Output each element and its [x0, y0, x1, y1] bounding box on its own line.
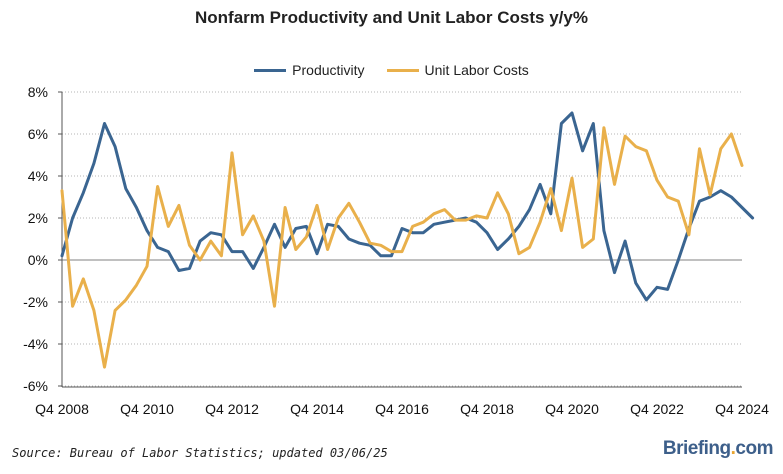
productivity-line: [60, 111, 755, 302]
x-tick-label: Q4 2012: [205, 401, 259, 417]
legend-swatch-productivity: [254, 68, 287, 72]
legend-item-productivity: Productivity: [254, 62, 365, 78]
x-tick-label: Q4 2020: [545, 401, 599, 417]
y-tick-label: -6%: [23, 378, 48, 394]
y-tick-label: 8%: [28, 84, 48, 100]
x-tick-label: Q4 2014: [290, 401, 344, 417]
unit-labor-costs-line: [60, 126, 744, 369]
x-tick-label: Q4 2018: [460, 401, 514, 417]
x-tick-label: Q4 2024: [715, 401, 769, 417]
x-tick-label: Q4 2022: [630, 401, 684, 417]
chart-legend: Productivity Unit Labor Costs: [0, 62, 783, 78]
y-tick-label: 6%: [28, 126, 48, 142]
y-tick-label: -4%: [23, 336, 48, 352]
y-tick-label: 2%: [28, 210, 48, 226]
y-tick-label: -2%: [23, 294, 48, 310]
source-note: Source: Bureau of Labor Statistics; upda…: [12, 446, 388, 460]
x-tick-label: Q4 2016: [375, 401, 429, 417]
legend-label-productivity: Productivity: [292, 62, 365, 78]
y-tick-label: 0%: [28, 252, 48, 268]
briefing-logo: Briefing.com: [662, 438, 774, 459]
legend-label-unit-labor-costs: Unit Labor Costs: [424, 62, 529, 78]
x-tick-label: Q4 2010: [120, 401, 174, 417]
x-tick-label: Q4 2008: [35, 401, 89, 417]
y-tick-label: 4%: [28, 168, 48, 184]
chart-title: Nonfarm Productivity and Unit Labor Cost…: [195, 8, 588, 27]
legend-swatch-unit-labor-costs: [386, 68, 419, 72]
legend-item-unit-labor-costs: Unit Labor Costs: [386, 62, 529, 78]
